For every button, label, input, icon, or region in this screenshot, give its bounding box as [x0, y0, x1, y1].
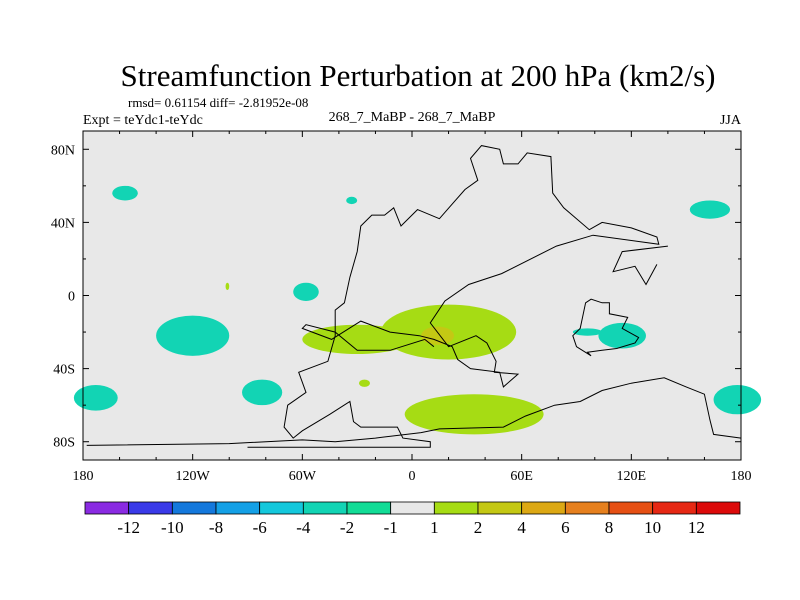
coastline-southeast-islands	[572, 298, 640, 357]
x-tick-label-2: 60W	[289, 469, 317, 484]
y-tick-label-3: 40S	[53, 363, 75, 378]
colorbar-swatch-11	[564, 501, 610, 515]
colorbar-swatch-6	[346, 501, 392, 515]
x-tick-label-0: 180	[73, 469, 94, 484]
y-tick-label-4: 80S	[53, 436, 75, 451]
colorbar-label-13: 12	[688, 518, 705, 537]
colorbar-swatch-12	[608, 501, 654, 515]
anomaly-patch-11	[421, 326, 455, 345]
coastline-northeast-coast	[612, 245, 668, 286]
colorbar-swatch-0	[84, 501, 130, 515]
colorbar-swatch-3	[215, 501, 261, 515]
colorbar-label-11: 8	[605, 518, 614, 537]
period-label: 268_7_MaBP - 268_7_MaBP	[329, 110, 496, 125]
anomaly-patch-0	[112, 185, 138, 201]
colorbar: -12 -10 -8 -6 -4 -2 -1 1 2 4 6 8 10 12	[84, 501, 741, 537]
stats-label: rmsd= 0.61154 diff= -2.81952e-08	[128, 95, 308, 110]
coastline-southern-continent	[86, 377, 742, 446]
colorbar-label-4: -4	[296, 518, 311, 537]
map-background	[83, 131, 741, 460]
colorbar-swatch-5	[302, 501, 348, 515]
colorbar-label-1: -10	[161, 518, 184, 537]
colorbar-swatch-1	[128, 501, 173, 515]
anomaly-patch-13	[598, 322, 646, 349]
colorbar-label-6: -1	[384, 518, 398, 537]
axis-ticks: 180 120W 60W 0 60E 120E 180 80N 40N 0 40S 80S	[51, 131, 752, 484]
anomaly-patch-5	[156, 315, 230, 356]
anomaly-patch-3	[225, 282, 230, 291]
anomaly-patch-14	[572, 328, 603, 336]
anomaly-patch-1	[346, 196, 358, 205]
x-tick-label-6: 180	[731, 469, 752, 484]
colorbar-swatch-14	[695, 501, 741, 515]
colorbar-label-12: 10	[644, 518, 661, 537]
colorbar-label-8: 2	[474, 518, 483, 537]
colorbar-label-2: -8	[209, 518, 223, 537]
anomaly-patch-2	[689, 200, 731, 219]
colorbar-swatch-10	[521, 501, 566, 515]
colorbar-label-5: -2	[340, 518, 354, 537]
coastline-layer	[86, 145, 742, 448]
season-label: JJA	[720, 113, 742, 128]
x-tick-label-3: 0	[409, 469, 416, 484]
colorbar-label-7: 1	[430, 518, 439, 537]
anomaly-patch-4	[293, 282, 319, 301]
colorbar-swatch-9	[477, 501, 523, 515]
experiment-label: Expt = teYdc1-teYdc	[83, 113, 203, 128]
colorbar-swatch-8	[433, 501, 479, 515]
colorbar-label-0: -12	[117, 518, 140, 537]
anomaly-patch-6	[73, 385, 118, 411]
colorbar-swatch-2	[171, 501, 217, 515]
anomaly-patch-7	[242, 379, 283, 406]
colorbar-label-9: 4	[517, 518, 526, 537]
anomaly-patch-15	[713, 385, 762, 415]
x-tick-label-1: 120W	[176, 469, 211, 484]
y-tick-label-2: 0	[68, 290, 75, 305]
y-tick-label-0: 80N	[51, 143, 75, 158]
coastline-main-landmass	[247, 145, 660, 448]
map-plot-area: 180 120W 60W 0 60E 120E 180 80N 40N 0 40S 80S	[51, 130, 762, 484]
anomaly-patch-8	[358, 379, 370, 387]
colorbar-swatch-4	[259, 501, 304, 515]
colorbar-swatch-7	[390, 501, 435, 515]
x-tick-label-4: 60E	[510, 469, 533, 484]
y-tick-label-1: 40N	[51, 216, 75, 231]
colorbar-label-3: -6	[253, 518, 267, 537]
x-tick-label-5: 120E	[617, 469, 647, 484]
colorbar-label-10: 6	[561, 518, 570, 537]
chart-title: Streamfunction Perturbation at 200 hPa (…	[121, 58, 716, 93]
colorbar-swatch-13	[652, 501, 697, 515]
